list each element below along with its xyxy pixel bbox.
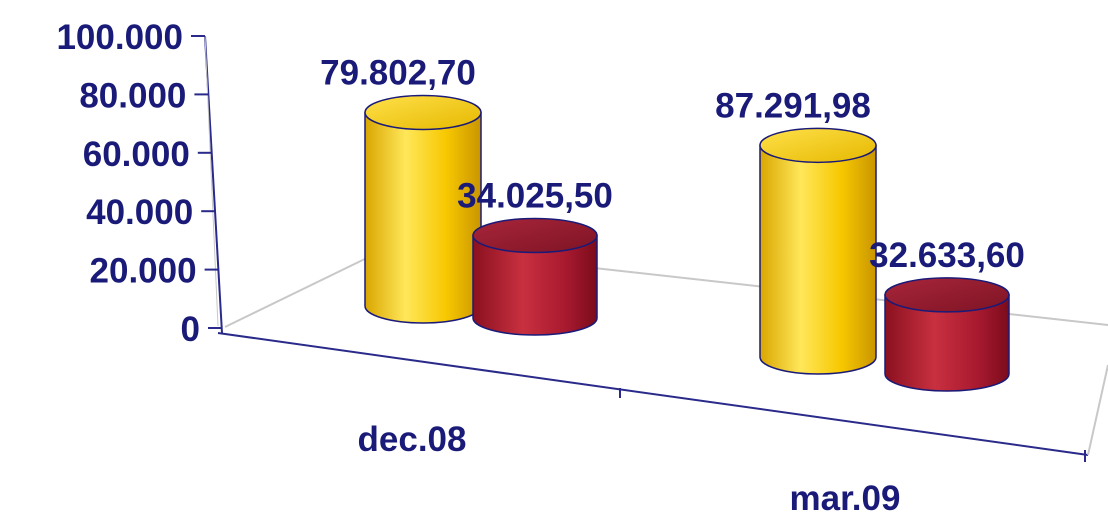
y-axis-side-line <box>204 35 219 327</box>
floor-right-edge <box>1087 364 1108 456</box>
y-tick-label: 100.000 <box>56 18 183 57</box>
bar-cylinder <box>364 94 482 324</box>
category-label-dec-08: dec.08 <box>358 420 467 459</box>
bar-cylinder <box>759 127 877 375</box>
floor-back-left-line <box>224 254 374 328</box>
bar-cylinder <box>472 217 598 336</box>
y-tick-label: 0 <box>181 310 200 349</box>
bar-value-label: 34.025,50 <box>457 176 613 215</box>
y-tick-label: 60.000 <box>83 135 190 174</box>
floor <box>217 254 1108 462</box>
y-tick-label: 20.000 <box>90 252 197 291</box>
bar-cylinder <box>884 277 1010 392</box>
value-labels: 79.802,70 34.025,50 87.291,98 32.633,60 <box>320 53 1025 274</box>
bar-value-label: 32.633,60 <box>869 236 1025 275</box>
category-label-mar-09: mar.09 <box>790 479 901 514</box>
bar-value-label: 87.291,98 <box>715 86 871 125</box>
y-axis <box>204 35 223 334</box>
bars <box>364 94 1010 392</box>
y-axis-line <box>204 35 223 334</box>
y-ticks: 0 20.000 40.000 60.000 80.000 100.000 <box>56 18 222 349</box>
y-tick-label: 80.000 <box>79 76 186 115</box>
floor-front-line <box>217 332 1089 456</box>
bar-value-label: 79.802,70 <box>320 53 476 92</box>
y-tick-label: 40.000 <box>86 193 193 232</box>
